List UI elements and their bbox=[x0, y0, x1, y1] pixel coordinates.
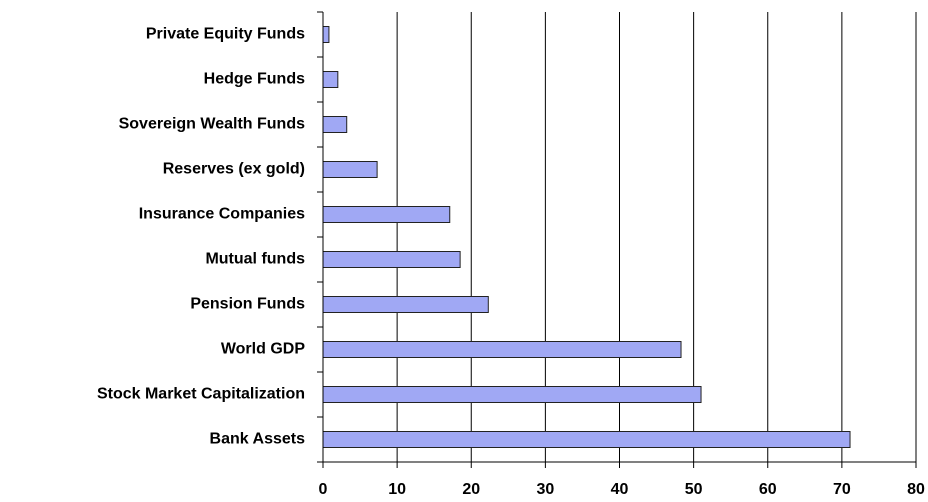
y-tick-label: Stock Market Capitalization bbox=[97, 386, 305, 403]
bar bbox=[322, 71, 339, 88]
y-tick-label: Private Equity Funds bbox=[146, 26, 305, 43]
x-tick-label: 80 bbox=[907, 481, 925, 498]
y-tick-label: World GDP bbox=[221, 341, 305, 358]
bar bbox=[322, 386, 702, 403]
bar bbox=[322, 26, 330, 43]
y-tick-label: Mutual funds bbox=[205, 251, 305, 268]
x-tick-label: 60 bbox=[759, 481, 777, 498]
bar bbox=[322, 116, 348, 133]
bar bbox=[322, 161, 378, 178]
x-tick-label: 50 bbox=[685, 481, 703, 498]
y-tick-label: Bank Assets bbox=[210, 431, 306, 448]
bar bbox=[322, 341, 682, 358]
x-tick-label: 30 bbox=[536, 481, 554, 498]
bar bbox=[322, 431, 851, 448]
y-tick-label: Hedge Funds bbox=[204, 71, 305, 88]
bar bbox=[322, 296, 489, 313]
x-tick-label: 40 bbox=[611, 481, 629, 498]
x-tick-label: 20 bbox=[462, 481, 480, 498]
x-tick-label: 70 bbox=[833, 481, 851, 498]
y-tick-label: Sovereign Wealth Funds bbox=[119, 116, 306, 133]
y-tick-label: Insurance Companies bbox=[139, 206, 305, 223]
y-tick-label: Pension Funds bbox=[190, 296, 305, 313]
bar bbox=[322, 251, 461, 268]
y-tick-label: Reserves (ex gold) bbox=[163, 161, 305, 178]
bar bbox=[322, 206, 451, 223]
x-tick-label: 0 bbox=[319, 481, 328, 498]
x-tick-label: 10 bbox=[388, 481, 406, 498]
